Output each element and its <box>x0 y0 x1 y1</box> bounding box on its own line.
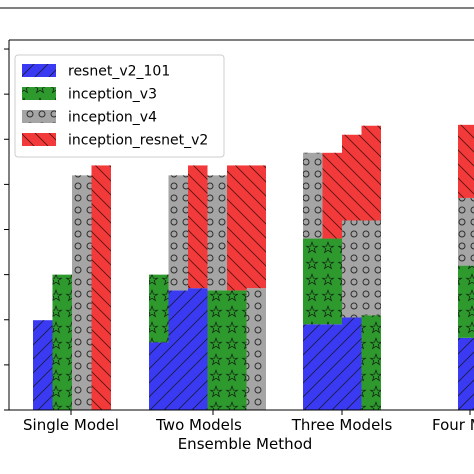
bar-hatch-resnet-v2-101 <box>342 317 362 410</box>
legend-frame <box>14 54 225 158</box>
bar-hatch-inception-v4 <box>207 175 227 291</box>
legend-label-inception-resnet-v2: inception_resnet_v2 <box>68 133 208 149</box>
legend-label-inception-v3: inception_v3 <box>68 87 157 103</box>
bar-hatch-inception-v3 <box>458 265 474 338</box>
x-tick-label: Four M <box>432 416 474 434</box>
x-tick-label: Two Models <box>155 416 242 434</box>
legend: resnet_v2_101 inception_v3 inception_v4inc… <box>14 54 225 158</box>
bar-hatch-inception-v3 <box>227 290 247 410</box>
bar-hatch-resnet-v2-101 <box>188 288 208 410</box>
bar-hatch-inception-v4 <box>168 175 188 291</box>
bar-hatch-inception-resnet-v2 <box>458 124 474 198</box>
bar-hatch-resnet-v2-101 <box>458 337 474 410</box>
bar-hatch-inception-v4 <box>458 197 474 266</box>
bar-hatch-resnet-v2-101 <box>303 324 323 410</box>
legend-label-inception-v4: inception_v4 <box>68 110 157 126</box>
bar-hatch-inception-v3 <box>52 274 72 410</box>
bar-hatch-inception-v4 <box>361 220 381 316</box>
bar-hatch-inception-v4 <box>72 175 92 410</box>
bar-hatch-inception-resnet-v2 <box>227 165 247 291</box>
bar-hatch-inception-resnet-v2 <box>91 165 111 410</box>
x-tick-label: Three Models <box>291 416 393 434</box>
bar-hatch-resnet-v2-101 <box>168 290 188 410</box>
bar-hatch-inception-resnet-v2 <box>322 152 342 239</box>
bar-hatch-inception-v4 <box>342 220 362 318</box>
legend-swatch-hatch <box>22 87 56 100</box>
bar-hatch-inception-resnet-v2 <box>342 134 362 221</box>
legend-swatch-hatch <box>22 133 56 146</box>
bar-hatch-resnet-v2-101 <box>149 342 169 410</box>
y-ticks <box>4 48 9 411</box>
legend-swatch-hatch <box>22 64 56 77</box>
bar-hatch-inception-v3 <box>303 238 323 325</box>
bars-group <box>33 124 474 410</box>
bar-hatch-inception-v3 <box>149 274 169 343</box>
bar-hatch-resnet-v2-101 <box>322 324 342 410</box>
bar-hatch-resnet-v2-101 <box>33 320 53 410</box>
bar-hatch-inception-v4 <box>246 288 266 410</box>
bar-hatch-inception-resnet-v2 <box>188 165 208 289</box>
bar-hatch-inception-v3 <box>207 290 227 410</box>
legend-label-resnet-v2-101: resnet_v2_101 <box>68 64 170 80</box>
x-ticks: Single Model Two Models Three Models Four M <box>23 410 474 434</box>
x-axis-label: Ensemble Method <box>178 435 313 453</box>
x-tick-label: Single Model <box>23 416 119 434</box>
legend-swatch-hatch <box>22 110 56 123</box>
bar-hatch-inception-resnet-v2 <box>246 165 266 289</box>
bar-hatch-inception-resnet-v2 <box>361 125 381 221</box>
bar-hatch-inception-v3 <box>361 315 381 410</box>
bar-hatch-inception-v4 <box>303 152 323 239</box>
bar-hatch-inception-v3 <box>322 238 342 325</box>
